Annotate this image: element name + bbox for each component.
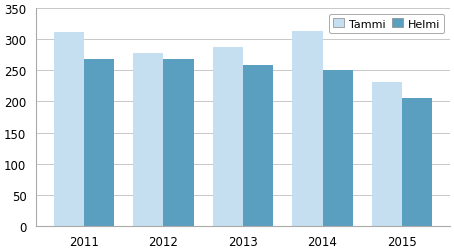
Legend: Tammi, Helmi: Tammi, Helmi [329, 15, 444, 34]
Bar [84, 59, 114, 226]
Bar [322, 71, 353, 226]
Bar [292, 32, 322, 226]
Bar [243, 66, 273, 226]
Bar [213, 48, 243, 226]
Bar [163, 60, 194, 226]
Bar [54, 33, 84, 226]
Bar [402, 99, 432, 226]
Bar [133, 54, 163, 226]
Bar [372, 82, 402, 226]
